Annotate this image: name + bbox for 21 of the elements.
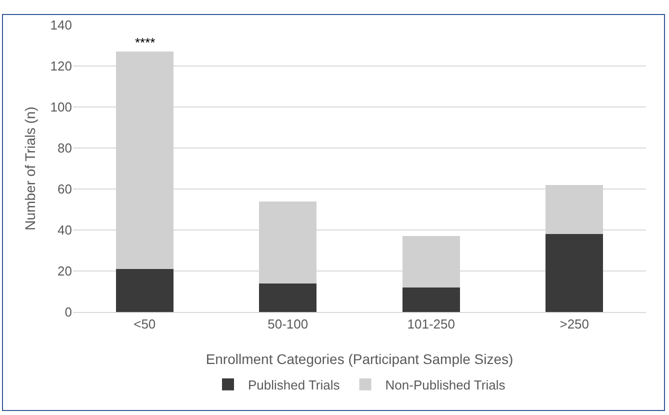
x-tick-label: 50-100 — [268, 316, 308, 332]
x-tick-label: >250 — [560, 316, 590, 332]
bar — [402, 287, 460, 312]
y-tick-label: 40 — [58, 222, 72, 238]
y-tick-label: 20 — [58, 264, 72, 279]
x-axis-title: Enrollment Categories (Participant Sample Sizes) — [206, 351, 514, 367]
annotation: **** — [135, 35, 156, 50]
x-tick-label: 101-250 — [407, 316, 455, 332]
legend-label: Published Trials — [248, 377, 340, 392]
y-tick-label: 140 — [50, 18, 72, 33]
y-axis-title: Number of Trials (n) — [22, 106, 38, 230]
x-tick-label: <50 — [134, 316, 156, 332]
bar — [116, 268, 174, 312]
bar — [546, 234, 604, 312]
y-tick-label: 100 — [50, 100, 72, 115]
bar — [259, 283, 317, 312]
y-tick-label: 80 — [58, 140, 72, 156]
y-tick-label: 120 — [50, 58, 72, 74]
legend-label: Non-Published Trials — [385, 377, 506, 392]
y-tick-label: 60 — [58, 182, 72, 197]
y-tick-label: 0 — [64, 304, 72, 320]
